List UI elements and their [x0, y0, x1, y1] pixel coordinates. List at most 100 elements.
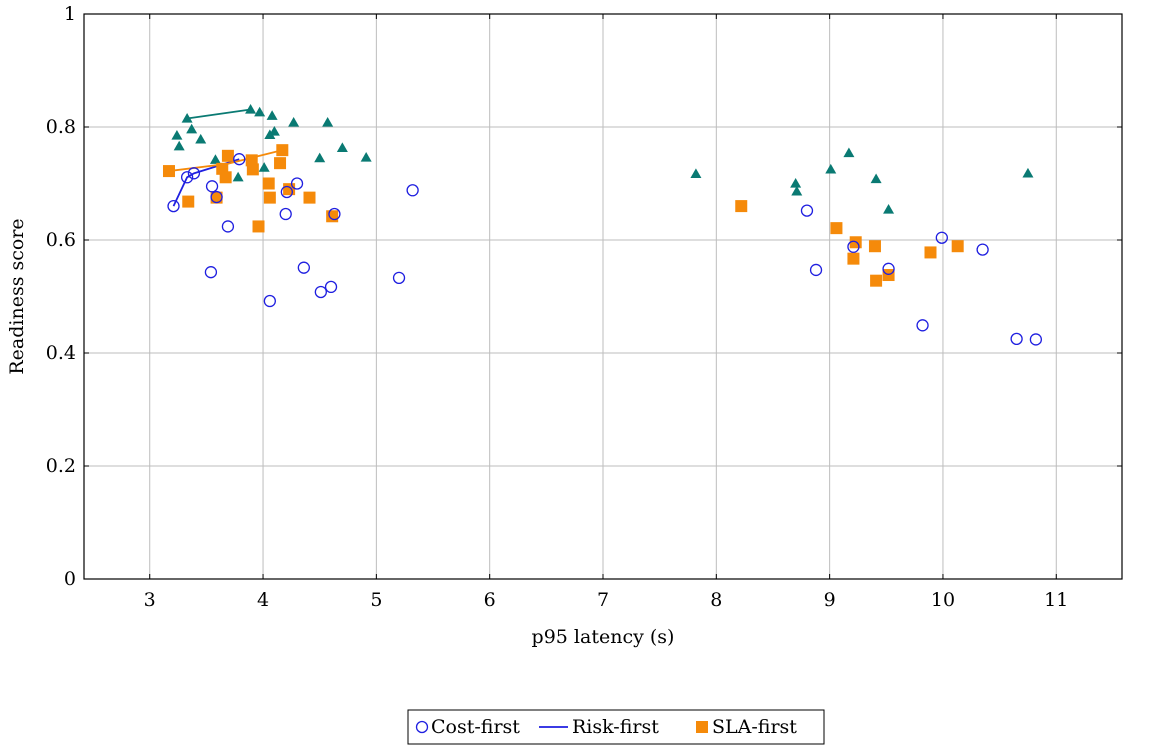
data-point-cost-first — [167, 199, 180, 213]
data-point-cost-first — [976, 243, 989, 256]
data-point-cost-first — [263, 294, 276, 308]
data-point-cost-first — [204, 266, 218, 279]
data-point-risk-first — [232, 171, 244, 182]
data-point-cost-first — [324, 280, 338, 294]
data-point-sla-first — [219, 171, 232, 184]
legend-marker-cost-first — [415, 720, 429, 734]
legend-entry-cost-first: Cost-first — [415, 716, 520, 738]
data-point-cost-first — [847, 240, 860, 253]
data-point-risk-first — [314, 152, 326, 163]
y-axis-label: Readiness score — [6, 218, 28, 374]
data-point-risk-first — [181, 113, 193, 123]
data-point-sla-first — [182, 195, 195, 208]
data-point-sla-first — [245, 154, 258, 167]
y-tick-label: 0.8 — [46, 116, 76, 138]
data-point-sla-first — [246, 163, 259, 176]
data-point-cost-first — [406, 184, 419, 197]
data-point-risk-first — [254, 106, 266, 117]
data-point-cost-first — [180, 171, 194, 184]
data-point-sla-first — [882, 269, 895, 282]
data-point-risk-first — [245, 103, 257, 114]
data-point-risk-first — [322, 116, 334, 127]
x-tick-label: 10 — [931, 589, 955, 611]
x-axis-label: p95 latency (s) — [532, 626, 675, 648]
legend-label-cost-first: Cost-first — [431, 716, 520, 738]
data-point-sla-first — [924, 246, 937, 259]
data-point-cost-first — [210, 190, 223, 204]
data-point-risk-first — [258, 162, 270, 172]
data-point-sla-first — [735, 200, 748, 213]
data-point-sla-first — [252, 220, 265, 233]
data-point-cost-first — [800, 204, 814, 217]
x-tick-label: 7 — [597, 589, 609, 611]
data-point-risk-first — [791, 185, 803, 196]
x-tick-label: 9 — [824, 589, 836, 611]
data-point-cost-first — [279, 207, 292, 221]
data-point-sla-first — [276, 144, 289, 157]
legend: Cost-first Risk-first SLA-first — [407, 709, 825, 745]
data-point-sla-first — [210, 191, 223, 204]
data-point-sla-first — [162, 165, 175, 178]
legend-entry-risk-first: Risk-first — [539, 716, 659, 738]
x-tick-label: 4 — [257, 589, 269, 611]
y-tick-label: 0.6 — [46, 229, 76, 251]
data-point-cost-first — [882, 262, 895, 275]
data-point-risk-first — [825, 163, 837, 174]
data-point-cost-first — [1010, 332, 1023, 346]
data-point-risk-first — [195, 133, 207, 144]
data-point-risk-first — [173, 140, 185, 151]
data-point-risk-first — [870, 173, 882, 184]
data-point-risk-first — [171, 129, 183, 140]
data-point-risk-first — [186, 123, 198, 134]
data-point-risk-first — [266, 110, 278, 120]
x-tick-label: 5 — [370, 589, 382, 611]
data-point-cost-first — [205, 180, 219, 193]
data-points — [162, 103, 1043, 346]
data-point-sla-first — [283, 183, 296, 196]
legend-label-sla-first: SLA-first — [712, 716, 797, 738]
axis-ticks: 3 4 5 6 7 8 9 10 11 0 0.2 0.4 0.6 0.8 1 — [46, 3, 1122, 611]
data-point-sla-first — [303, 191, 316, 204]
data-point-risk-first — [336, 142, 348, 153]
data-point-risk-first — [690, 168, 702, 179]
data-point-cost-first — [1029, 333, 1043, 346]
data-point-cost-first — [392, 271, 406, 285]
data-point-risk-first — [843, 147, 855, 158]
x-tick-label: 6 — [484, 589, 496, 611]
legend-label-risk-first: Risk-first — [572, 716, 659, 738]
data-point-cost-first — [297, 261, 310, 274]
data-point-risk-first — [209, 154, 221, 164]
data-point-cost-first — [809, 263, 823, 277]
data-point-risk-first — [790, 178, 802, 188]
data-point-cost-first — [935, 231, 948, 244]
frontier-line — [186, 108, 251, 120]
y-tick-label: 1 — [64, 3, 76, 25]
data-point-sla-first — [326, 210, 339, 223]
data-point-sla-first — [951, 240, 964, 253]
data-point-sla-first — [262, 177, 275, 190]
data-point-cost-first — [187, 167, 201, 180]
x-tick-label: 3 — [144, 589, 156, 611]
data-point-sla-first — [847, 252, 860, 265]
data-point-risk-first — [1022, 167, 1034, 178]
data-point-cost-first — [221, 220, 235, 233]
data-point-sla-first — [870, 274, 883, 287]
data-point-sla-first — [830, 222, 843, 235]
data-point-risk-first — [360, 152, 372, 162]
data-point-sla-first — [868, 240, 881, 253]
data-point-risk-first — [268, 126, 280, 136]
grid-lines — [84, 13, 1122, 580]
data-point-cost-first — [290, 177, 304, 190]
legend-marker-sla-first — [696, 721, 708, 733]
data-point-risk-first — [288, 116, 300, 127]
data-point-cost-first — [328, 207, 341, 221]
data-point-cost-first — [916, 319, 929, 332]
data-point-sla-first — [263, 191, 276, 204]
data-point-sla-first — [274, 157, 287, 170]
data-point-cost-first — [233, 153, 246, 166]
y-tick-label: 0 — [64, 568, 76, 590]
legend-box — [407, 709, 825, 745]
x-tick-label: 11 — [1044, 589, 1068, 611]
y-tick-label: 0.4 — [46, 342, 76, 364]
